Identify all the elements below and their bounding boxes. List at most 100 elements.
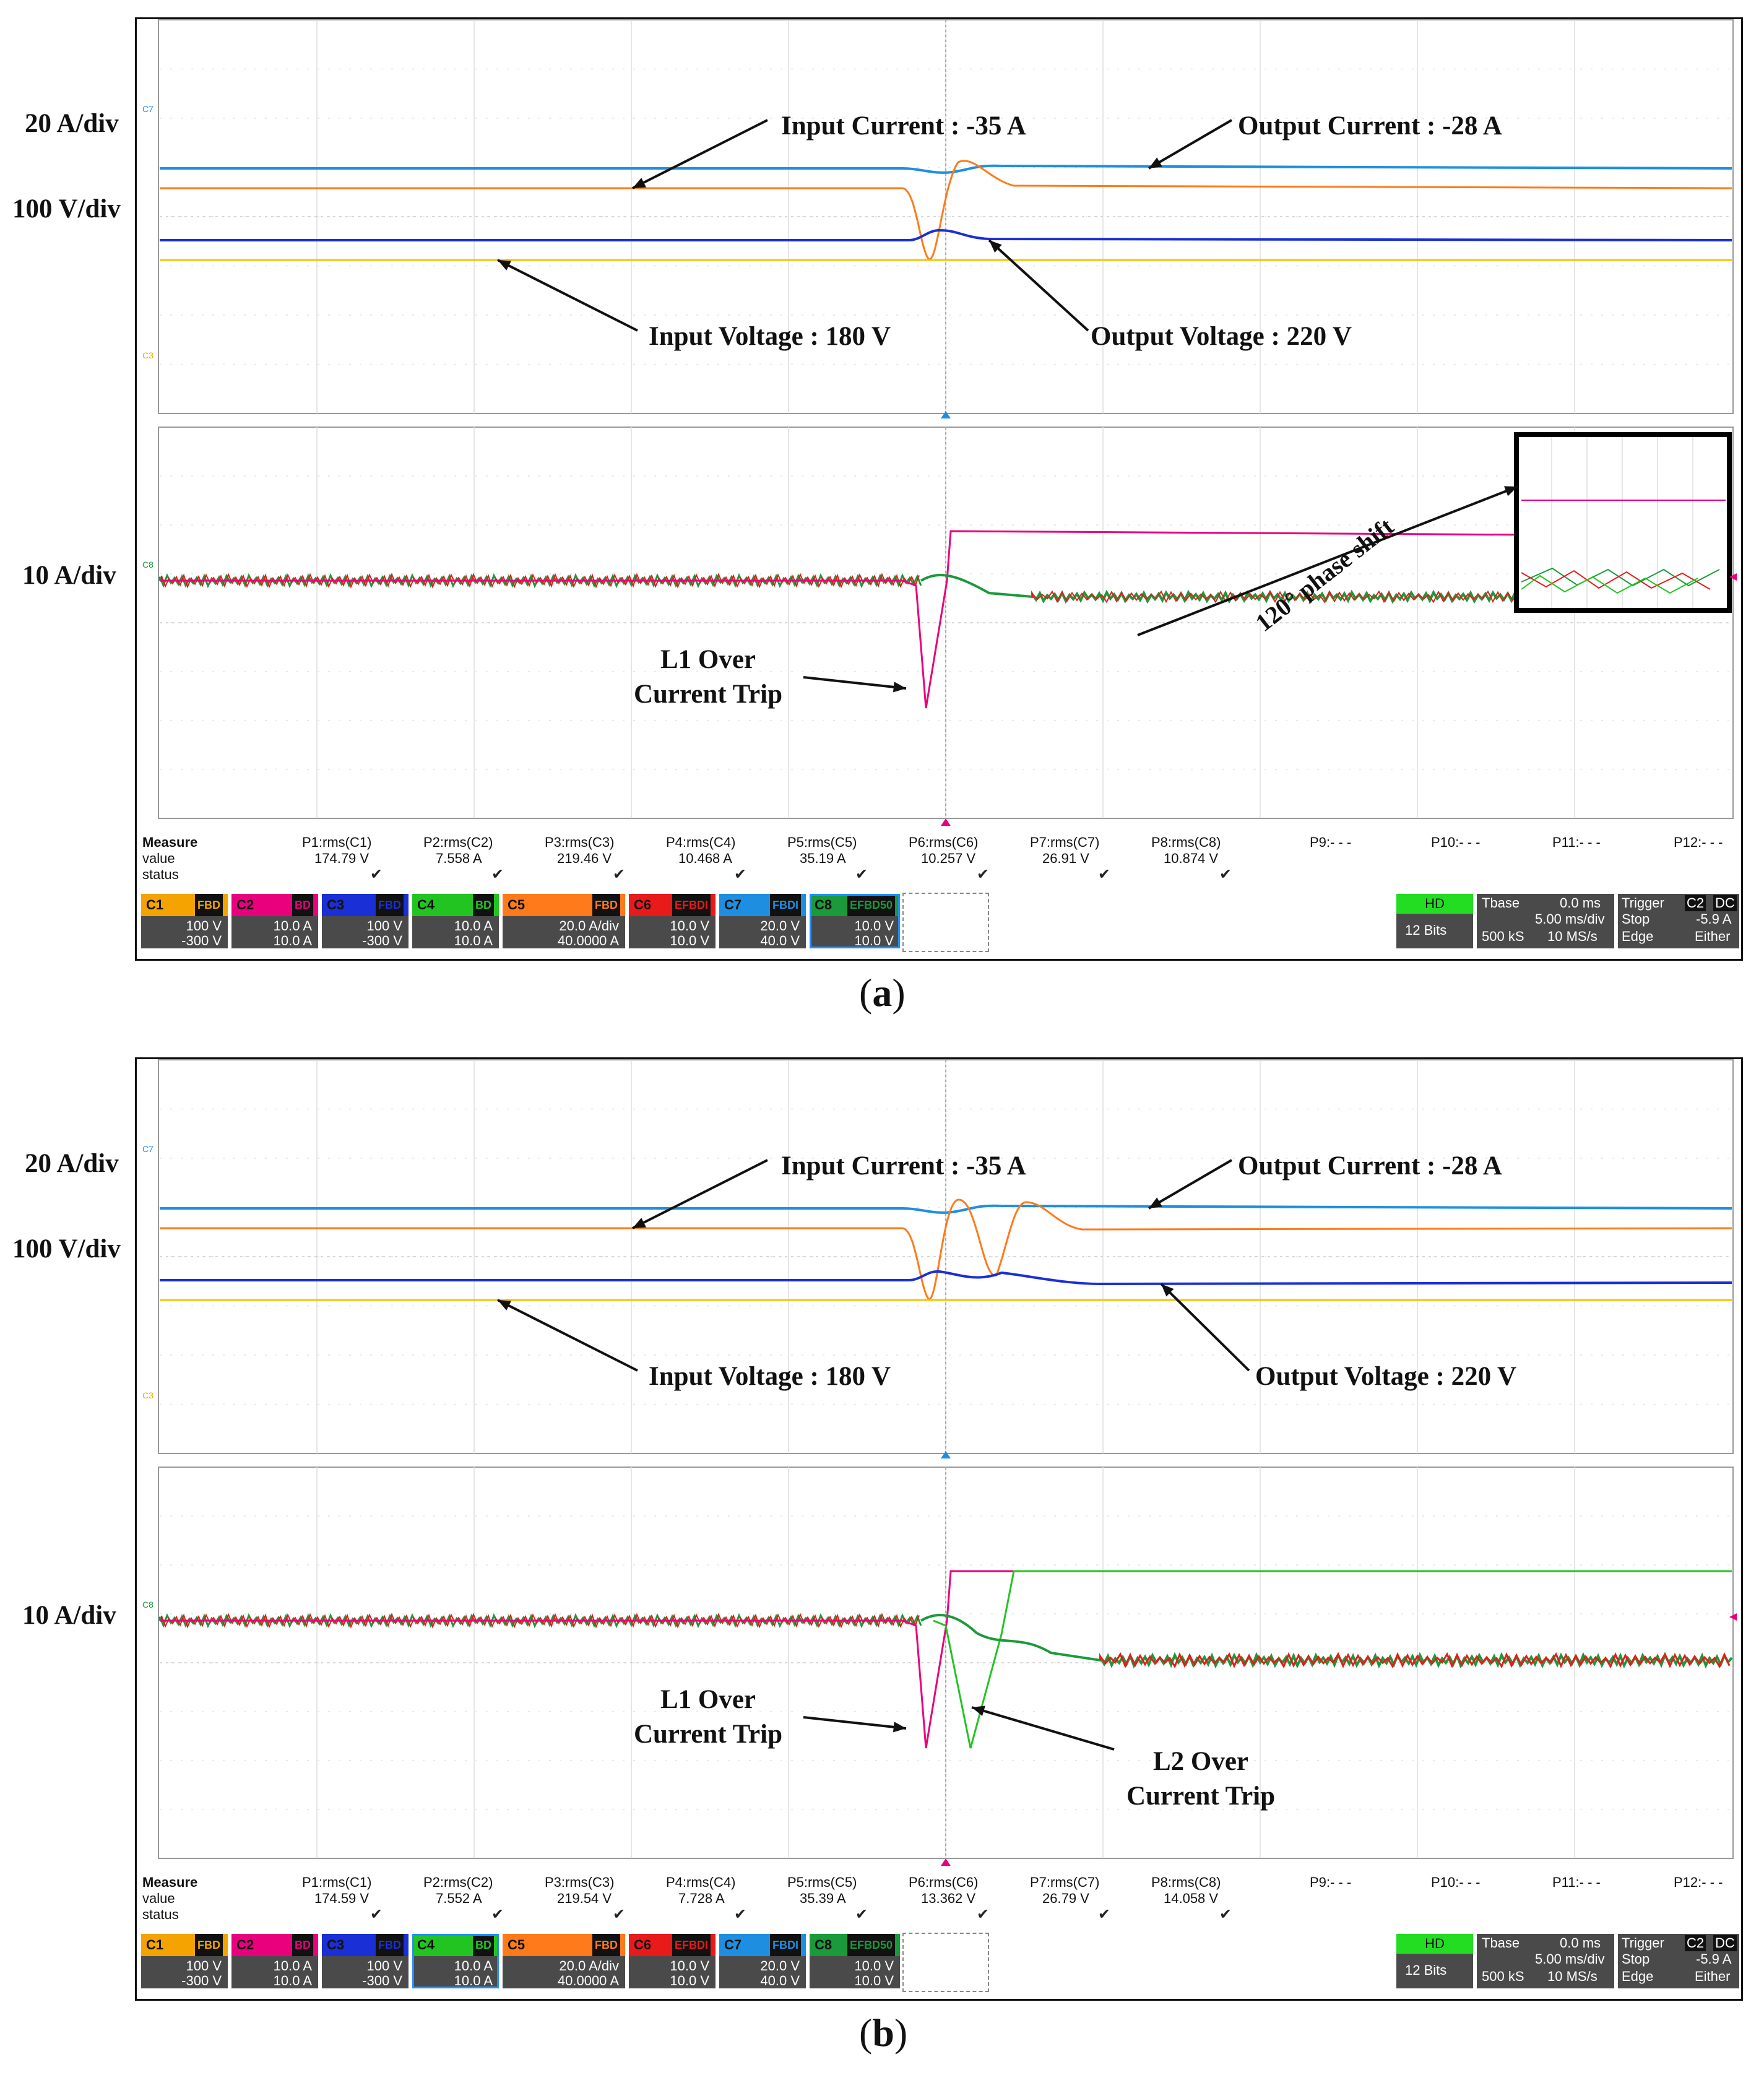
status-check-icon: ✔ bbox=[977, 1905, 990, 1923]
annotation-arrow bbox=[1137, 485, 1518, 636]
channel-badge-c2[interactable]: C2 BD 10.0 A 10.0 A bbox=[231, 1934, 318, 1988]
channel-badge-header: C8 EFBD50 bbox=[810, 894, 900, 916]
channel-badge-c8[interactable]: C8 EFBD50 10.0 V 10.0 V bbox=[810, 894, 900, 948]
channel-flags: FBD bbox=[376, 1934, 404, 1956]
scale-label-bottom-current: 10 A/div bbox=[22, 561, 116, 590]
measure-header[interactable]: P4:rms(C4) bbox=[666, 1874, 736, 1890]
channel-badge-c3[interactable]: C3 FBD 100 V -300 V bbox=[322, 1934, 409, 1988]
status-check-icon: ✔ bbox=[370, 865, 383, 883]
measure-header[interactable]: P3:rms(C3) bbox=[545, 1874, 615, 1890]
trace-output-voltage bbox=[160, 1270, 1732, 1286]
channel-badge-c2[interactable]: C2 BD 10.0 A 10.0 A bbox=[231, 894, 318, 948]
channel-flags: BD bbox=[473, 1934, 494, 1956]
trace-l2 bbox=[933, 1570, 1732, 1749]
annotation-arrowhead bbox=[633, 1218, 646, 1228]
hd-badge: HD bbox=[1396, 1934, 1473, 1954]
channel-offset: 40.0000 A bbox=[557, 933, 619, 948]
measure-header[interactable]: P3:rms(C3) bbox=[545, 834, 615, 850]
channel-badge-c6[interactable]: C6 EFBDI 10.0 V 10.0 V bbox=[629, 894, 716, 948]
channel-offset: 10.0 V bbox=[854, 933, 894, 948]
empty-slot[interactable] bbox=[902, 893, 989, 952]
channel-name: C2 bbox=[236, 1937, 254, 1952]
channel-settings: 100 V -300 V bbox=[362, 919, 402, 948]
channel-badge-c7[interactable]: C7 FBDI 20.0 V 40.0 V bbox=[719, 894, 806, 948]
annotation-arrowhead bbox=[989, 240, 1002, 253]
channel-name: C2 bbox=[236, 897, 254, 912]
time-per-div: 5.00 ms/div bbox=[1535, 1951, 1605, 1967]
annotation-l2-trip-line2: Current Trip bbox=[1126, 1781, 1276, 1811]
channel-badge-c8[interactable]: C8 EFBD50 10.0 V 10.0 V bbox=[810, 1934, 900, 1988]
measure-header[interactable]: P9:- - - bbox=[1310, 834, 1352, 850]
channel-badge-c4[interactable]: C4 BD 10.0 A 10.0 A bbox=[412, 894, 499, 948]
measure-header[interactable]: P7:rms(C7) bbox=[1030, 834, 1100, 850]
channel-settings: 10.0 A 10.0 A bbox=[454, 919, 493, 948]
measure-header[interactable]: P11:- - - bbox=[1552, 1874, 1601, 1890]
trigger-marker bbox=[941, 411, 951, 418]
channel-marker-c3: C3 bbox=[142, 1390, 153, 1400]
measure-header[interactable]: P5:rms(C5) bbox=[787, 1874, 857, 1890]
measure-header[interactable]: P5:rms(C5) bbox=[787, 834, 857, 850]
channel-marker-c8: C8 bbox=[142, 1600, 153, 1610]
channel-badge-header: C4 BD bbox=[412, 894, 499, 916]
measure-label: Measure bbox=[142, 1874, 198, 1890]
channel-offset: -300 V bbox=[181, 1973, 222, 1988]
measure-header[interactable]: P2:rms(C2) bbox=[423, 834, 493, 850]
channel-settings: 100 V -300 V bbox=[181, 1959, 222, 1988]
annotation-arrowhead bbox=[972, 1705, 985, 1716]
annotation-arrow bbox=[632, 119, 768, 189]
measure-header[interactable]: P11:- - - bbox=[1552, 834, 1601, 850]
annotation-l1-trip-line2: Current Trip bbox=[633, 679, 783, 709]
channel-name: C7 bbox=[724, 897, 742, 912]
measure-header[interactable]: P9:- - - bbox=[1310, 1874, 1352, 1890]
channel-marker-c8: C8 bbox=[142, 560, 153, 570]
measure-header[interactable]: P10:- - - bbox=[1431, 1874, 1481, 1890]
channel-badge-header: C5 FBD bbox=[503, 1934, 625, 1956]
channel-badge-header: C8 EFBD50 bbox=[810, 1934, 900, 1956]
channel-settings: 10.0 V 10.0 V bbox=[854, 1959, 894, 1988]
channel-offset: 10.0 V bbox=[670, 933, 709, 948]
channel-badge-c5[interactable]: C5 FBD 20.0 A/div 40.0000 A bbox=[503, 1934, 625, 1988]
measure-header[interactable]: P1:rms(C1) bbox=[302, 1874, 372, 1890]
measure-header[interactable]: P12:- - - bbox=[1674, 1874, 1723, 1890]
empty-slot[interactable] bbox=[902, 1933, 989, 1992]
channel-badge-header: C5 FBD bbox=[503, 894, 625, 916]
channel-badge-c7[interactable]: C7 FBDI 20.0 V 40.0 V bbox=[719, 1934, 806, 1988]
channel-badge-c3[interactable]: C3 FBD 100 V -300 V bbox=[322, 894, 409, 948]
measure-header[interactable]: P4:rms(C4) bbox=[666, 834, 736, 850]
annotation-arrow bbox=[971, 1706, 1115, 1751]
channel-marker-c7: C7 bbox=[142, 1144, 153, 1154]
measure-header[interactable]: P1:rms(C1) bbox=[302, 834, 372, 850]
channel-badge-c1[interactable]: C1 FBD 100 V -300 V bbox=[141, 894, 228, 948]
channel-badge-c4[interactable]: C4 BD 10.0 A 10.0 A bbox=[412, 1934, 499, 1988]
channel-scale: 10.0 A bbox=[273, 1958, 312, 1974]
trigger-type: Edge bbox=[1622, 1969, 1654, 1984]
annotation-arrowhead bbox=[893, 682, 906, 693]
annotation-arrowhead bbox=[498, 1300, 511, 1311]
caption-b: (b) bbox=[859, 2011, 908, 2055]
measure-header[interactable]: P8:rms(C8) bbox=[1151, 1874, 1221, 1890]
measure-header[interactable]: P6:rms(C6) bbox=[909, 1874, 979, 1890]
hd-badge: HD bbox=[1396, 894, 1473, 914]
channel-scale: 10.0 V bbox=[670, 1958, 709, 1974]
channel-badge-c5[interactable]: C5 FBD 20.0 A/div 40.0000 A bbox=[503, 894, 625, 948]
measure-header[interactable]: P7:rms(C7) bbox=[1030, 1874, 1100, 1890]
tbase-value: 0.0 ms bbox=[1560, 1935, 1601, 1951]
measure-header[interactable]: P12:- - - bbox=[1674, 834, 1723, 850]
channel-offset: 10.0 V bbox=[670, 1973, 709, 1988]
annotation-arrowhead bbox=[893, 1722, 906, 1733]
measure-value: 35.39 A bbox=[800, 1891, 846, 1906]
channel-name: C3 bbox=[327, 897, 345, 912]
scope-display bbox=[158, 19, 1737, 826]
measure-header[interactable]: P2:rms(C2) bbox=[423, 1874, 493, 1890]
channel-badge-c6[interactable]: C6 EFBDI 10.0 V 10.0 V bbox=[629, 1934, 716, 1988]
channel-settings: 10.0 V 10.0 V bbox=[670, 919, 709, 948]
channel-badge-c1[interactable]: C1 FBD 100 V -300 V bbox=[141, 1934, 228, 1988]
channel-scale: 20.0 A/div bbox=[559, 1958, 619, 1974]
measure-header[interactable]: P10:- - - bbox=[1431, 834, 1481, 850]
measure-value: 10.257 V bbox=[921, 851, 976, 866]
measure-header[interactable]: P8:rms(C8) bbox=[1151, 834, 1221, 850]
trigger-channel: C2 bbox=[1685, 895, 1706, 911]
measure-header[interactable]: P6:rms(C6) bbox=[909, 834, 979, 850]
channel-flags: FBD bbox=[376, 894, 404, 916]
measure-value: 26.91 V bbox=[1042, 851, 1089, 866]
